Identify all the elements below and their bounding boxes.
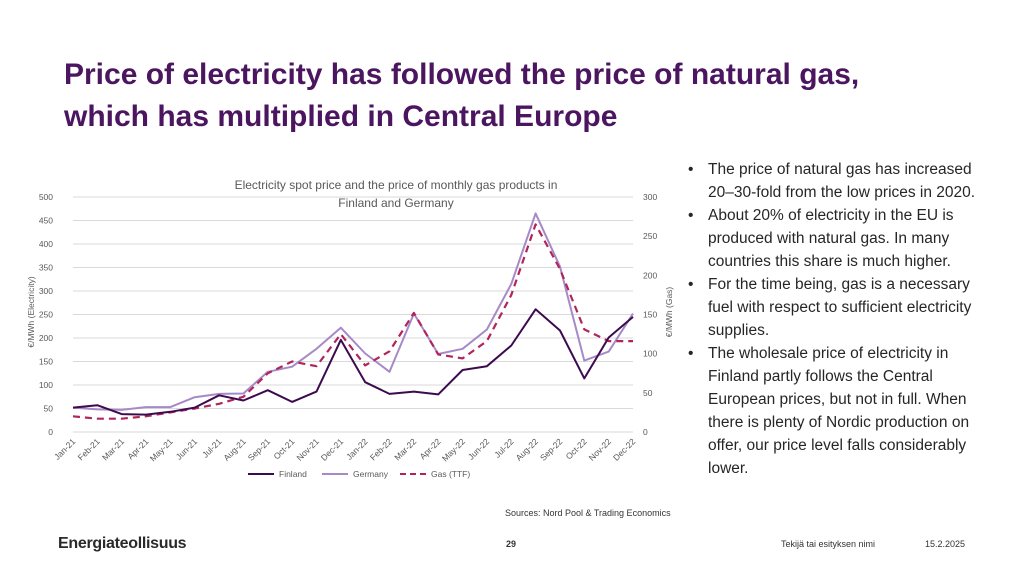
series-line-finland bbox=[72, 308, 634, 416]
x-tick-label: Oct-21 bbox=[271, 436, 296, 461]
left-tick-label: 450 bbox=[39, 216, 53, 226]
left-tick-label: 400 bbox=[39, 239, 53, 249]
legend-germany-label: Germany bbox=[353, 469, 389, 479]
sources-note: Sources: Nord Pool & Trading Economics bbox=[505, 508, 671, 518]
chart-gridlines bbox=[73, 196, 633, 433]
x-tick-label: Mar-21 bbox=[100, 436, 126, 462]
right-tick-label: 300 bbox=[643, 192, 657, 202]
left-tick-label: 0 bbox=[48, 427, 53, 437]
price-chart: 0 50 100 150 200 250 300 350 400 450 500 0 50 100 150… bbox=[0, 160, 700, 520]
x-tick-label: Aug-21 bbox=[221, 436, 248, 463]
x-tick-label: Nov-21 bbox=[294, 436, 321, 463]
legend-gas-label: Gas (TTF) bbox=[431, 469, 470, 479]
chart-title-line2: Finland and Germany bbox=[338, 196, 453, 210]
x-tick-label: May-21 bbox=[148, 436, 175, 463]
bullet-item: For the time being, gas is a necessary f… bbox=[688, 273, 998, 342]
bullet-item: The wholesale price of electricity in Fi… bbox=[688, 342, 998, 480]
left-tick-label: 500 bbox=[39, 192, 53, 202]
x-tick-label: Nov-22 bbox=[587, 436, 614, 463]
slide-title-line2: which has multiplied in Central Europe bbox=[64, 100, 618, 133]
x-tick-label: Jan-21 bbox=[52, 436, 78, 462]
x-tick-label: Jun-22 bbox=[466, 436, 492, 462]
footer-author: Tekijä tai esityksen nimi bbox=[781, 539, 876, 549]
left-axis-ticks: 0 50 100 150 200 250 300 350 400 450 500 bbox=[39, 192, 53, 437]
right-axis-ticks: 0 50 100 150 200 250 300 bbox=[643, 192, 657, 437]
page-number: 29 bbox=[506, 539, 517, 549]
left-tick-label: 300 bbox=[39, 286, 53, 296]
left-tick-label: 250 bbox=[39, 310, 53, 320]
x-tick-label: Jun-21 bbox=[174, 436, 200, 462]
x-tick-label: Jul-21 bbox=[200, 436, 224, 460]
left-tick-label: 150 bbox=[39, 357, 53, 367]
chart-legend: Finland Germany Gas (TTF) bbox=[248, 469, 470, 479]
chart-title-line1: Electricity spot price and the price of … bbox=[235, 178, 558, 192]
right-tick-label: 0 bbox=[643, 427, 648, 437]
x-tick-label: Apr-21 bbox=[125, 436, 150, 461]
right-tick-label: 250 bbox=[643, 231, 657, 241]
right-tick-label: 150 bbox=[643, 310, 657, 320]
right-tick-label: 200 bbox=[643, 270, 657, 280]
right-tick-label: 50 bbox=[643, 388, 653, 398]
x-tick-label: Sep-21 bbox=[246, 436, 273, 463]
x-tick-label: Feb-21 bbox=[76, 436, 102, 462]
slide-title-line1: Price of electricity has followed the pr… bbox=[64, 58, 860, 91]
x-tick-label: Sep-22 bbox=[538, 436, 565, 463]
footer-date: 15.2.2025 bbox=[925, 539, 966, 549]
left-tick-label: 200 bbox=[39, 333, 53, 343]
legend-finland-label: Finland bbox=[279, 469, 307, 479]
x-tick-label: Mar-22 bbox=[392, 436, 418, 462]
right-axis-label: €/MWh (Gas) bbox=[664, 287, 674, 338]
x-tick-label: Feb-22 bbox=[368, 436, 394, 462]
x-tick-label: May-22 bbox=[440, 436, 467, 463]
x-tick-label: Apr-22 bbox=[418, 436, 443, 461]
bullet-list: The price of natural gas has increased 2… bbox=[688, 158, 998, 480]
x-tick-label: Dec-21 bbox=[319, 436, 346, 463]
x-tick-label: Dec-22 bbox=[611, 436, 638, 463]
left-tick-label: 350 bbox=[39, 263, 53, 273]
right-tick-label: 100 bbox=[643, 349, 657, 359]
slide-title: Price of electricity has followed the pr… bbox=[64, 54, 964, 138]
x-tick-label: Jan-22 bbox=[344, 436, 370, 462]
left-tick-label: 100 bbox=[39, 380, 53, 390]
bullet-item: About 20% of electricity in the EU is pr… bbox=[688, 204, 998, 273]
series-line-gas-ttf bbox=[72, 223, 633, 420]
x-tick-label: Oct-22 bbox=[564, 436, 589, 461]
price-chart-svg: 0 50 100 150 200 250 300 350 400 450 500 0 50 100 150… bbox=[26, 178, 674, 479]
chart-series bbox=[72, 212, 634, 420]
left-tick-label: 50 bbox=[44, 404, 54, 414]
left-axis-label: €/MWh (Electricity) bbox=[26, 276, 36, 347]
bullet-item: The price of natural gas has increased 2… bbox=[688, 158, 998, 204]
x-tick-label: Jul-22 bbox=[492, 436, 516, 460]
company-logo: Energiateollisuus bbox=[58, 535, 187, 552]
series-line-germany bbox=[72, 212, 634, 411]
x-tick-label: Aug-22 bbox=[514, 436, 541, 463]
